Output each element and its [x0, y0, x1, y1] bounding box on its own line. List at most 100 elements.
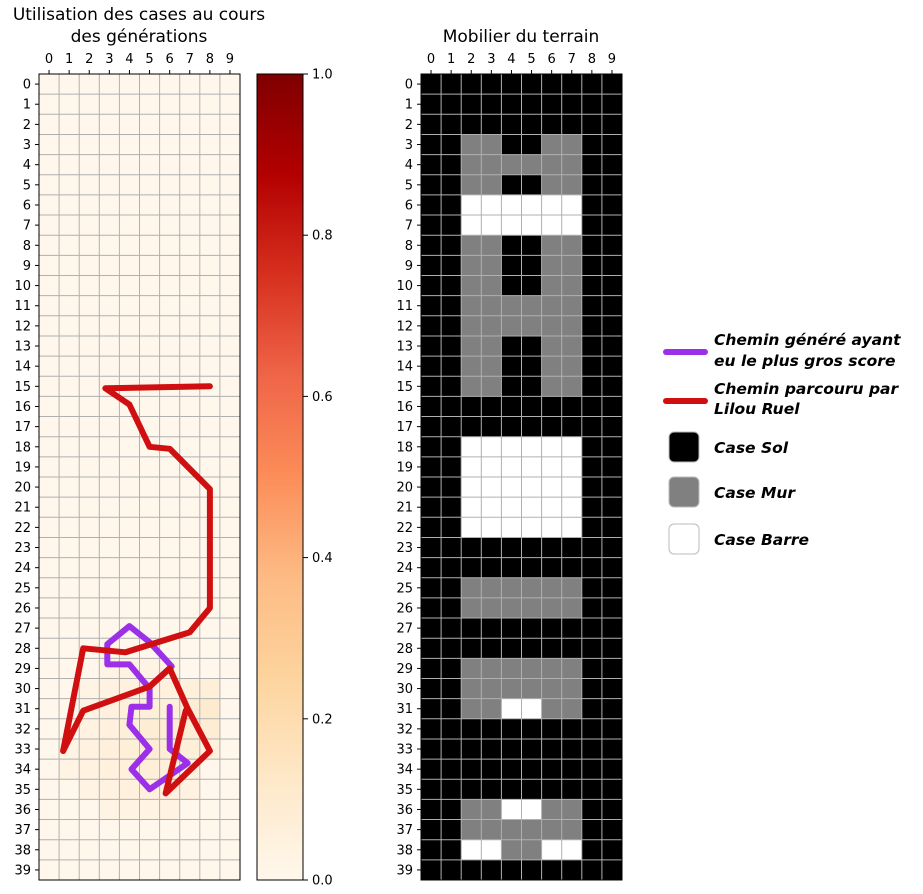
terrain-cell [421, 275, 442, 296]
terrain-cell [481, 779, 502, 800]
heat-cell [159, 799, 180, 820]
x-tick-label: 3 [487, 52, 495, 67]
terrain-cell [561, 436, 583, 458]
terrain-cell [561, 678, 583, 699]
terrain-cell [461, 74, 482, 95]
heat-cell [139, 799, 160, 820]
terrain-cell [481, 74, 502, 95]
terrain-cell [481, 436, 502, 458]
terrain-cell [541, 839, 562, 861]
x-tick-label: 3 [105, 52, 113, 67]
x-tick-label: 2 [85, 52, 93, 67]
terrain-cell [561, 718, 583, 740]
terrain-cell [481, 174, 502, 196]
terrain-cell [521, 74, 542, 95]
terrain-cell [481, 759, 502, 780]
terrain-cell [541, 174, 562, 196]
terrain-cell [541, 275, 562, 296]
terrain-cell [561, 738, 583, 760]
terrain-cell [421, 194, 442, 216]
x-tick-label: 9 [608, 52, 616, 67]
y-tick-label: 7 [23, 219, 31, 234]
terrain-cell [481, 477, 502, 498]
terrain-cell [521, 597, 542, 619]
legend-swatch-bar [668, 523, 700, 555]
terrain-cell [461, 416, 482, 437]
terrain-cell [421, 456, 442, 478]
terrain-cell [581, 154, 603, 176]
y-tick-label: 1 [405, 98, 413, 113]
y-tick-label: 23 [396, 541, 413, 556]
heat-cell [179, 678, 201, 699]
terrain-cell [541, 759, 562, 780]
terrain-cell [561, 335, 583, 357]
terrain-cell [601, 356, 623, 377]
terrain-cell [441, 557, 462, 579]
y-tick-label: 5 [23, 178, 31, 193]
terrain-cell [441, 94, 462, 115]
y-tick-label: 10 [14, 279, 31, 294]
terrain-cell [441, 718, 462, 740]
y-tick-label: 22 [14, 521, 31, 536]
terrain-cell [441, 154, 462, 176]
terrain-cell [441, 295, 462, 317]
terrain-cell [441, 396, 462, 417]
terrain-cell [421, 174, 442, 196]
terrain-cell [581, 215, 603, 236]
terrain-cell [601, 779, 623, 800]
colorbar-tick-label: 0.8 [312, 229, 333, 244]
terrain-cell [441, 134, 462, 155]
terrain-cell [481, 275, 502, 296]
terrain-cell [541, 335, 562, 357]
terrain-cell [601, 799, 623, 820]
terrain-cell [481, 215, 502, 236]
terrain-cell [601, 174, 623, 196]
terrain-cell [461, 779, 482, 800]
terrain-cell [461, 819, 482, 840]
terrain-cell [421, 356, 442, 377]
terrain-cell [541, 416, 562, 437]
terrain-cell [581, 376, 603, 397]
terrain-cell [541, 356, 562, 377]
terrain-cell [421, 255, 442, 276]
terrain-cell [421, 698, 442, 720]
y-tick-label: 16 [14, 400, 31, 415]
terrain-cell [581, 94, 603, 115]
terrain-cell [461, 456, 482, 478]
terrain-cell [441, 698, 462, 720]
terrain-cell [501, 517, 522, 538]
y-tick-label: 12 [396, 319, 413, 334]
colorbar-tick-label: 0.6 [312, 390, 333, 405]
y-tick-label: 1 [23, 98, 31, 113]
terrain-cell [421, 295, 442, 317]
terrain-cell [541, 74, 562, 95]
terrain-cell [521, 859, 542, 881]
terrain-cell [601, 295, 623, 317]
terrain-cell [601, 698, 623, 720]
terrain-cell [541, 799, 562, 820]
y-tick-label: 25 [396, 581, 413, 596]
terrain-cell [461, 94, 482, 115]
terrain-cell [541, 154, 562, 176]
terrain-cell [501, 275, 522, 296]
terrain-cell [541, 134, 562, 155]
terrain-cell [521, 114, 542, 135]
terrain-cell [441, 275, 462, 296]
terrain-cell [601, 114, 623, 135]
y-tick-label: 14 [396, 360, 413, 375]
terrain-cell [501, 658, 522, 679]
terrain-cell [481, 698, 502, 720]
terrain-title: Mobilier du terrain [443, 27, 600, 47]
terrain-cell [561, 779, 583, 800]
terrain-cell [501, 436, 522, 458]
terrain-cell [461, 497, 482, 518]
terrain-cell [601, 597, 623, 619]
terrain-cell [461, 335, 482, 357]
terrain-cell [481, 859, 502, 881]
y-tick-label: 15 [14, 380, 31, 395]
terrain-cell [561, 255, 583, 276]
terrain-cell [541, 114, 562, 135]
terrain-cell [521, 315, 542, 337]
terrain-cell [541, 597, 562, 619]
y-tick-label: 20 [14, 481, 31, 496]
